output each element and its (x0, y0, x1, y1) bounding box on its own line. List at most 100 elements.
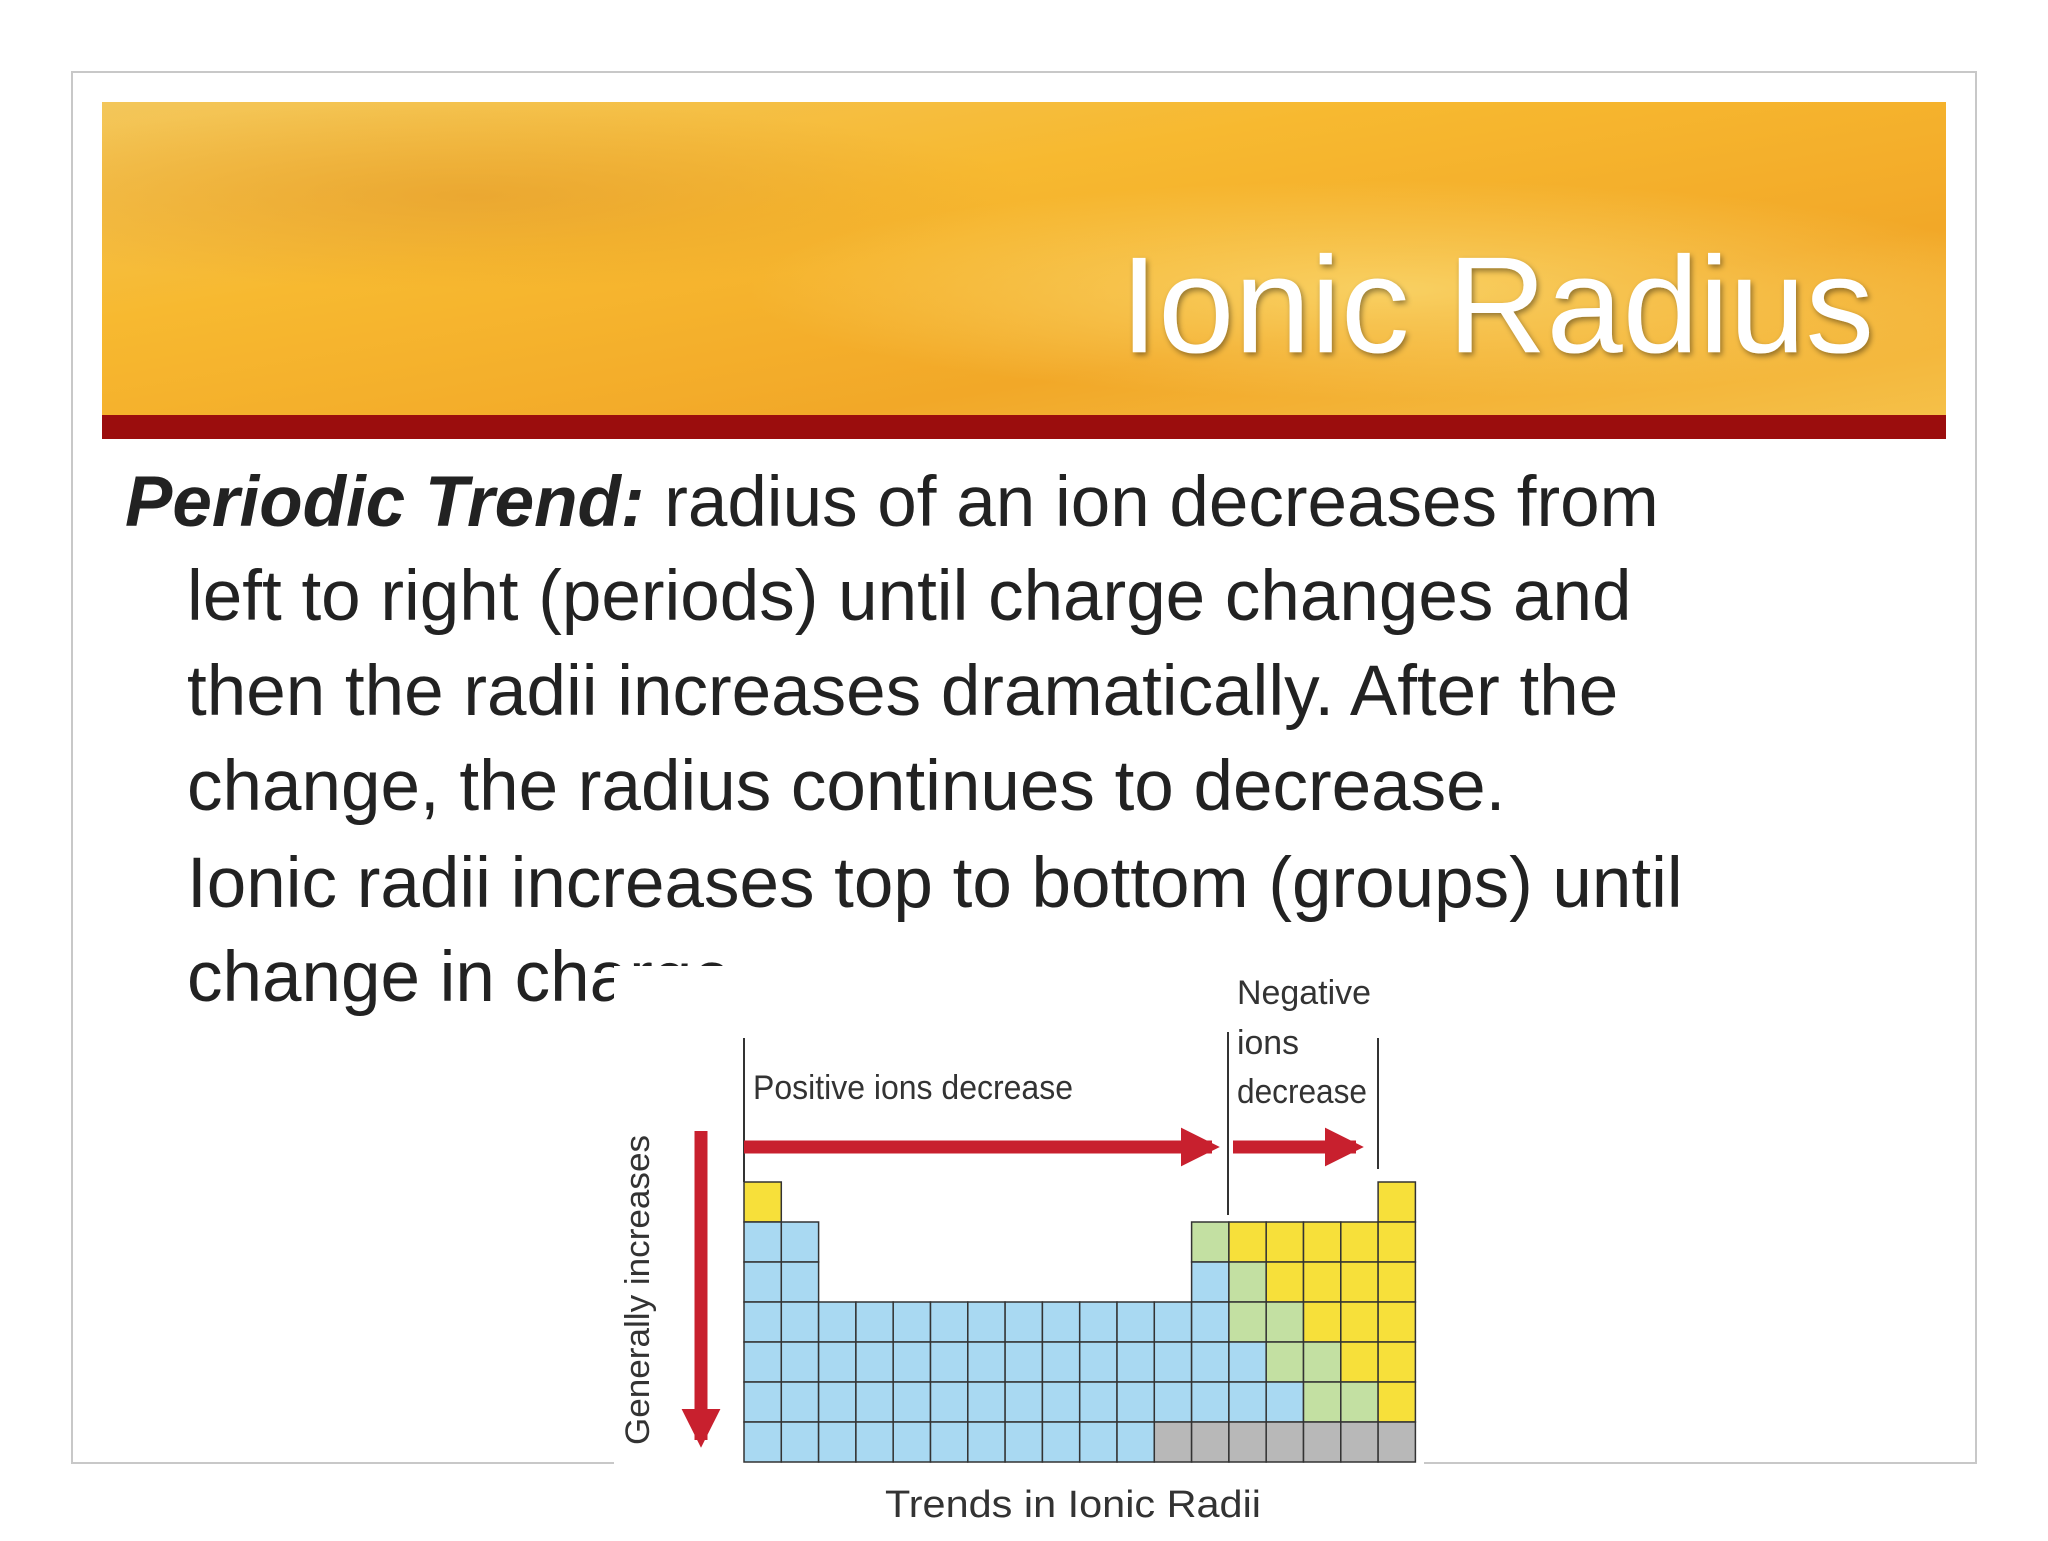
element-cell (1302, 1421, 1342, 1463)
element-cell (1228, 1341, 1267, 1383)
element-cell (1377, 1261, 1417, 1303)
element-cell (1153, 1341, 1193, 1383)
body-line: left to right (periods) until charge cha… (187, 557, 1632, 636)
element-cell (780, 1341, 820, 1383)
element-cell (892, 1421, 932, 1463)
element-cell (855, 1301, 894, 1343)
element-cell (967, 1381, 1006, 1423)
element-cell (780, 1261, 820, 1303)
element-cell (892, 1381, 932, 1423)
banner-texture (102, 102, 1946, 415)
element-cell (1377, 1221, 1417, 1263)
element-cell (1004, 1421, 1044, 1463)
positive-label: Positive ions decrease (753, 1069, 1073, 1107)
element-cell (1302, 1341, 1342, 1383)
element-cell (743, 1221, 783, 1263)
element-cell (743, 1261, 783, 1303)
element-cell (892, 1341, 932, 1383)
element-cell (1340, 1421, 1379, 1463)
element-cell (1190, 1221, 1230, 1263)
element-cell (743, 1301, 783, 1343)
element-cell (1041, 1341, 1081, 1383)
element-cell (1377, 1381, 1417, 1423)
header-rule (102, 415, 1946, 439)
body-line: then the radii increases dramatically. A… (187, 652, 1618, 731)
element-cell (1302, 1301, 1342, 1343)
element-cell (929, 1341, 969, 1383)
slide-title: Ionic Radius (1120, 229, 1874, 382)
element-cell (1265, 1261, 1305, 1303)
element-cell (1228, 1261, 1267, 1303)
element-cell (967, 1421, 1006, 1463)
element-cell (929, 1421, 969, 1463)
trend-diagram: Positive ions decrease Negative ions dec… (614, 966, 1424, 1536)
periodic-grid (743, 1181, 1417, 1463)
element-cell (1302, 1221, 1342, 1263)
element-cell (817, 1421, 857, 1463)
element-cell (1116, 1341, 1156, 1383)
element-cell (1078, 1381, 1118, 1423)
negative-label: ions (1237, 1024, 1299, 1062)
element-cell (1340, 1221, 1379, 1263)
element-cell (743, 1341, 783, 1383)
element-cell (1041, 1301, 1081, 1343)
element-cell (1377, 1341, 1417, 1383)
element-cell (743, 1181, 783, 1223)
negative-label: Negative (1237, 974, 1371, 1012)
element-cell (1041, 1381, 1081, 1423)
element-cell (780, 1381, 820, 1423)
element-cell (1190, 1381, 1230, 1423)
element-cell (1153, 1421, 1193, 1463)
element-cell (1190, 1301, 1230, 1343)
body-line: Periodic Trend: radius of an ion decreas… (125, 463, 1659, 542)
element-cell (1078, 1341, 1118, 1383)
element-cell (1116, 1381, 1156, 1423)
element-cell (1228, 1301, 1267, 1343)
element-cell (1377, 1421, 1417, 1463)
element-cell (1265, 1341, 1305, 1383)
element-cell (1190, 1261, 1230, 1303)
element-cell (967, 1341, 1006, 1383)
element-cell (855, 1341, 894, 1383)
element-cell (1377, 1301, 1417, 1343)
element-cell (1265, 1381, 1305, 1423)
element-cell (1340, 1301, 1379, 1343)
body-line: change, the radius continues to decrease… (187, 747, 1505, 826)
element-cell (1340, 1381, 1379, 1423)
vertical-label: Generally increases (619, 1135, 657, 1445)
element-cell (1228, 1421, 1267, 1463)
element-cell (855, 1381, 894, 1423)
element-cell (1302, 1381, 1342, 1423)
element-cell (1078, 1421, 1118, 1463)
element-cell (1041, 1421, 1081, 1463)
element-cell (1340, 1341, 1379, 1383)
element-cell (780, 1221, 820, 1263)
element-cell (743, 1381, 783, 1423)
element-cell (967, 1301, 1006, 1343)
element-cell (929, 1381, 969, 1423)
element-cell (1228, 1381, 1267, 1423)
element-cell (1265, 1301, 1305, 1343)
body-text-block: left to right (periods) until charge cha… (187, 557, 1683, 1017)
element-cell (817, 1301, 857, 1343)
element-cell (1116, 1421, 1156, 1463)
element-cell (1116, 1301, 1156, 1343)
element-cell (1078, 1301, 1118, 1343)
body-line: Ionic radii increases top to bottom (gro… (187, 844, 1683, 923)
element-cell (1004, 1301, 1044, 1343)
element-cell (817, 1381, 857, 1423)
element-cell (855, 1421, 894, 1463)
element-cell (929, 1301, 969, 1343)
element-cell (1004, 1381, 1044, 1423)
element-cell (780, 1421, 820, 1463)
element-cell (817, 1341, 857, 1383)
element-cell (1153, 1381, 1193, 1423)
element-cell (780, 1301, 820, 1343)
element-cell (1340, 1261, 1379, 1303)
diagram-caption: Trends in Ionic Radii (885, 1484, 1261, 1526)
body-text: radius of an ion decreases from (644, 463, 1658, 542)
element-cell (743, 1421, 783, 1463)
element-cell (892, 1301, 932, 1343)
